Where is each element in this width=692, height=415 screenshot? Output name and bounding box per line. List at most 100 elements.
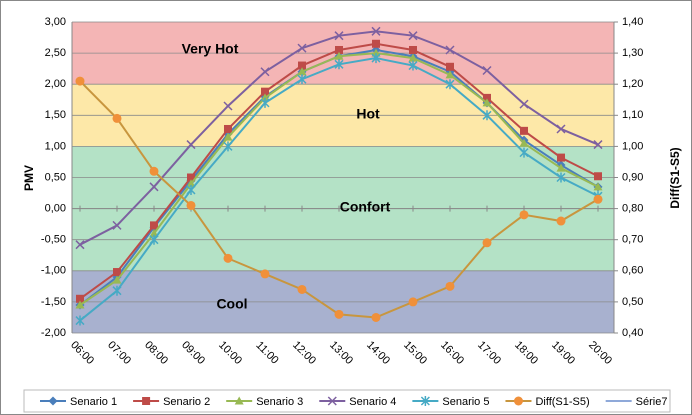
- marker: [48, 396, 58, 406]
- data-point: [408, 60, 418, 71]
- marker: [150, 221, 158, 230]
- data-point: [149, 234, 159, 245]
- marker: [556, 216, 566, 226]
- data-point: [445, 79, 455, 90]
- data-point: [75, 315, 85, 326]
- marker: [149, 234, 159, 245]
- marker: [519, 147, 529, 158]
- data-point: [556, 124, 566, 134]
- legend-label: Senario 5: [442, 396, 489, 408]
- data-point: [513, 396, 523, 406]
- marker: [149, 228, 159, 237]
- data-point: [260, 93, 270, 102]
- y2-tick-label: 0,90: [622, 171, 643, 183]
- data-point: [371, 312, 381, 322]
- marker: [409, 45, 417, 54]
- y-tick-label: 1,00: [45, 140, 66, 152]
- marker: [519, 99, 529, 109]
- data-point: [482, 98, 492, 107]
- data-point: [482, 238, 492, 248]
- marker: [482, 98, 492, 107]
- data-point: [234, 396, 244, 405]
- marker: [297, 284, 307, 294]
- zone-label: Very Hot: [182, 41, 239, 57]
- data-point: [260, 269, 270, 279]
- data-point: [149, 228, 159, 237]
- marker: [186, 200, 196, 210]
- marker: [334, 31, 344, 41]
- data-point: [556, 172, 566, 183]
- data-point: [48, 396, 58, 406]
- data-point: [519, 99, 529, 109]
- legend-label: Senario 3: [256, 396, 303, 408]
- data-point: [224, 124, 232, 133]
- marker: [186, 184, 196, 195]
- y-tick-label: 0,00: [45, 203, 66, 215]
- data-point: [593, 182, 603, 191]
- data-point: [371, 53, 381, 64]
- marker: [556, 163, 566, 172]
- marker: [593, 140, 603, 150]
- marker: [445, 79, 455, 90]
- marker: [234, 396, 244, 405]
- marker: [76, 294, 84, 303]
- marker: [513, 396, 523, 406]
- data-point: [149, 182, 159, 192]
- data-point: [261, 87, 269, 96]
- y2-tick-label: 1,00: [622, 140, 643, 152]
- marker: [327, 396, 337, 406]
- marker: [445, 281, 455, 291]
- y-tick-label: 0,50: [45, 171, 66, 183]
- data-point: [335, 45, 343, 54]
- marker: [260, 269, 270, 279]
- marker: [186, 140, 196, 150]
- data-point: [371, 48, 381, 57]
- y-tick-label: -1,50: [41, 296, 66, 308]
- marker: [187, 173, 195, 182]
- data-point: [409, 45, 417, 54]
- marker: [593, 182, 603, 191]
- y2-tick-label: 0,80: [622, 203, 643, 215]
- y-tick-label: 2,00: [45, 78, 66, 90]
- marker: [519, 210, 529, 220]
- y-axis-title: PMV: [22, 165, 36, 191]
- marker: [520, 126, 528, 135]
- marker: [420, 396, 430, 406]
- data-point: [327, 396, 337, 406]
- marker: [446, 62, 454, 71]
- data-point: [593, 194, 603, 204]
- marker: [594, 172, 602, 181]
- legend-label: Senario 2: [163, 396, 210, 408]
- data-point: [298, 61, 306, 70]
- marker: [483, 93, 491, 102]
- data-point: [75, 300, 85, 309]
- marker: [223, 132, 233, 141]
- legend-label: Diff(S1-S5): [535, 396, 589, 408]
- data-point: [142, 397, 151, 405]
- data-point: [112, 113, 122, 123]
- marker: [371, 48, 381, 57]
- data-point: [297, 284, 307, 294]
- zone-label: Cool: [216, 296, 247, 312]
- legend-label: Senario 4: [349, 396, 396, 408]
- data-point: [594, 172, 602, 181]
- data-point: [75, 240, 85, 250]
- legend-label: Série7: [636, 396, 668, 408]
- y2-axis-title: Diff(S1-S5): [668, 147, 682, 208]
- data-point: [76, 294, 84, 303]
- data-point: [334, 31, 344, 41]
- marker: [113, 268, 121, 277]
- marker: [112, 220, 122, 230]
- data-point: [557, 153, 565, 162]
- y-tick-label: -0,50: [41, 234, 66, 246]
- marker: [112, 285, 122, 296]
- y-tick-label: 1,50: [45, 109, 66, 121]
- y2-tick-label: 1,30: [622, 47, 643, 59]
- marker: [519, 138, 529, 147]
- marker: [75, 76, 85, 86]
- data-point: [260, 67, 270, 77]
- data-point: [483, 93, 491, 102]
- marker: [297, 67, 307, 76]
- data-point: [482, 110, 492, 121]
